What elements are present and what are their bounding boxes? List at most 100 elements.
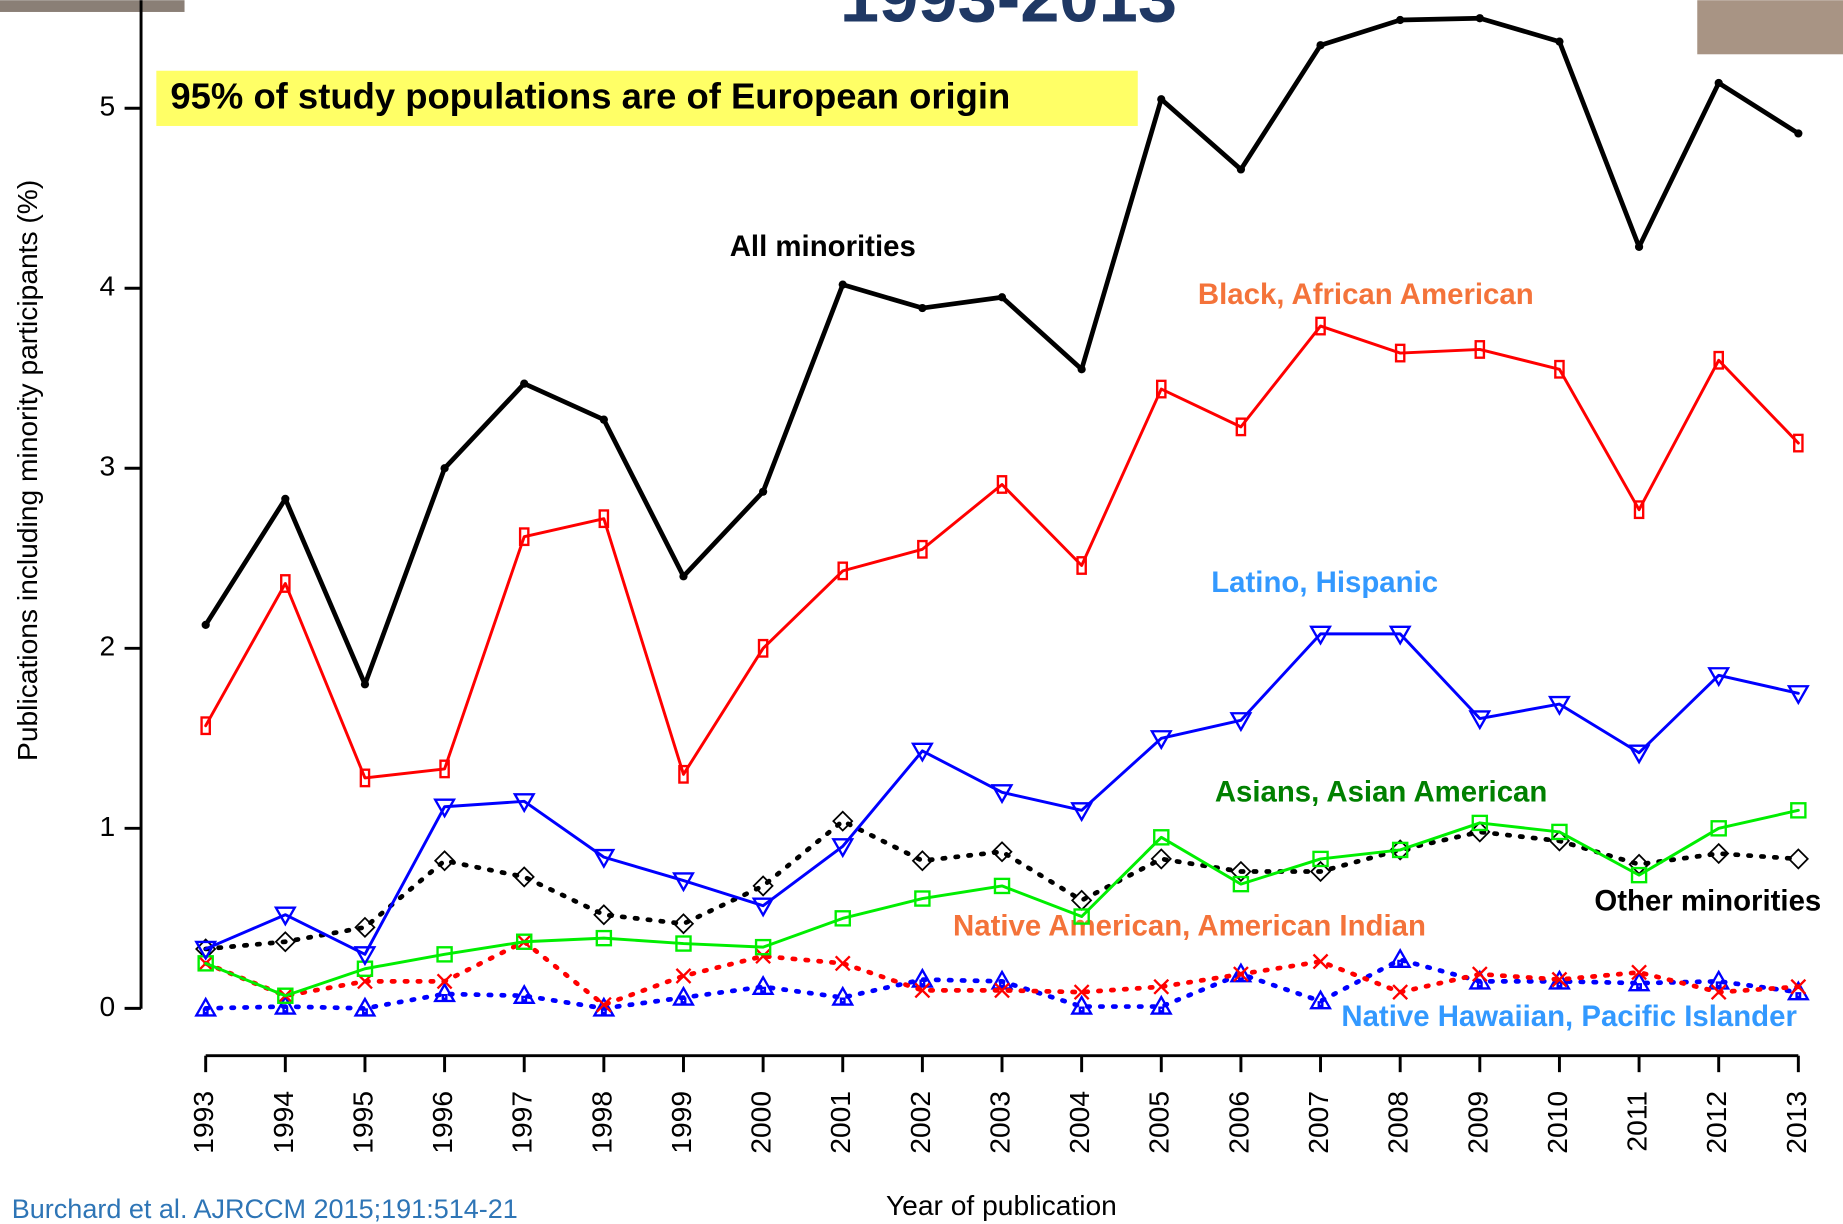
- data-point: [1073, 908, 1090, 925]
- data-point: [679, 572, 688, 581]
- x-tick-label: 2006: [1222, 1091, 1254, 1154]
- data-point: [754, 938, 772, 956]
- data-point: [1551, 823, 1568, 841]
- data-point: [353, 946, 377, 967]
- series-line: [203, 818, 1801, 952]
- data-point: [831, 838, 855, 859]
- data-point: [914, 982, 931, 999]
- data-point: [1633, 500, 1645, 520]
- data-point: [914, 890, 931, 907]
- data-point: [353, 996, 377, 1017]
- data-point: [997, 293, 1007, 302]
- data-point: [1232, 875, 1250, 893]
- data-point: [440, 464, 449, 473]
- data-point: [672, 872, 695, 893]
- chart-title: 1993-2013: [840, 0, 1177, 36]
- data-point: [520, 379, 529, 388]
- data-point: [1309, 860, 1332, 883]
- data-point: [1077, 365, 1086, 374]
- data-point: [436, 946, 453, 963]
- data-point: [1229, 712, 1253, 733]
- x-tick-label: 1999: [665, 1091, 697, 1154]
- data-point: [1790, 978, 1807, 995]
- data-point: [1233, 966, 1249, 983]
- highlight-text: 95% of study populations are of European…: [170, 76, 1010, 117]
- data-point: [1155, 379, 1167, 399]
- x-tick-label: 2010: [1541, 1091, 1573, 1154]
- data-point: [1396, 15, 1405, 25]
- x-tick-label: 2001: [824, 1091, 856, 1154]
- x-tick-label: 2009: [1461, 1091, 1493, 1154]
- data-point: [1316, 41, 1325, 50]
- citation: Burchard et al. AJRCCM 2015;191:514-21: [12, 1194, 518, 1224]
- data-point: [996, 475, 1008, 494]
- data-point: [512, 983, 536, 1004]
- x-tick-label: 1997: [506, 1091, 538, 1154]
- y-tick-label: 4: [100, 270, 116, 302]
- data-point: [1312, 953, 1329, 970]
- data-point: [1714, 78, 1723, 88]
- data-point: [917, 539, 928, 559]
- data-point: [194, 940, 218, 961]
- data-point: [598, 509, 610, 529]
- highlight-box: [156, 70, 1138, 126]
- x-axis-label: Year of publication: [886, 1189, 1117, 1221]
- data-point: [1312, 850, 1329, 868]
- x-tick-label: 2005: [1143, 1091, 1175, 1154]
- data-point: [599, 415, 608, 424]
- data-point: [1474, 340, 1486, 359]
- data-point: [1787, 848, 1809, 870]
- data-point: [1710, 984, 1727, 1001]
- data-point: [280, 574, 291, 593]
- data-point: [1309, 989, 1332, 1010]
- data-point: [1471, 814, 1489, 832]
- y-tick-label: 5: [100, 90, 116, 122]
- data-point: [593, 904, 615, 926]
- data-point: [990, 784, 1014, 805]
- data-point: [1073, 984, 1090, 1001]
- data-point: [1236, 165, 1246, 174]
- data-point: [433, 798, 457, 819]
- data-point: [360, 680, 370, 689]
- data-point: [675, 935, 692, 952]
- data-point: [439, 759, 450, 779]
- data-point: [518, 527, 530, 547]
- data-point: [1388, 625, 1412, 646]
- x-tick-label: 2012: [1700, 1091, 1732, 1154]
- data-point: [1392, 984, 1409, 1001]
- series-line: [203, 939, 1801, 1008]
- data-point: [1551, 971, 1568, 988]
- data-point: [1153, 829, 1170, 846]
- data-point: [592, 996, 616, 1017]
- data-point: [1707, 667, 1731, 688]
- data-point: [1710, 820, 1727, 837]
- data-point: [1309, 625, 1332, 646]
- data-point: [1070, 994, 1094, 1015]
- data-point: [1150, 848, 1172, 870]
- data-point: [918, 303, 927, 313]
- series-label: Other minorities: [1594, 885, 1821, 918]
- series-label: Black, African American: [1198, 278, 1534, 311]
- series-line: [204, 632, 1800, 956]
- data-point: [1634, 242, 1644, 251]
- data-point: [752, 875, 774, 897]
- data-point: [194, 996, 218, 1017]
- x-tick-label: 1993: [187, 1091, 219, 1154]
- y-tick-label: 0: [100, 990, 116, 1022]
- data-point: [1627, 971, 1651, 992]
- data-point: [832, 810, 854, 832]
- data-point: [1391, 841, 1409, 859]
- data-point: [993, 877, 1011, 895]
- data-point: [1468, 710, 1492, 731]
- x-tick-label: 1994: [267, 1091, 299, 1154]
- data-point: [1786, 685, 1810, 706]
- data-point: [1149, 730, 1173, 751]
- data-point: [910, 967, 934, 988]
- data-point: [515, 933, 533, 950]
- data-point: [513, 866, 535, 888]
- data-point: [911, 850, 934, 872]
- data-point: [751, 897, 775, 918]
- data-point: [436, 973, 453, 990]
- data-point: [359, 768, 371, 788]
